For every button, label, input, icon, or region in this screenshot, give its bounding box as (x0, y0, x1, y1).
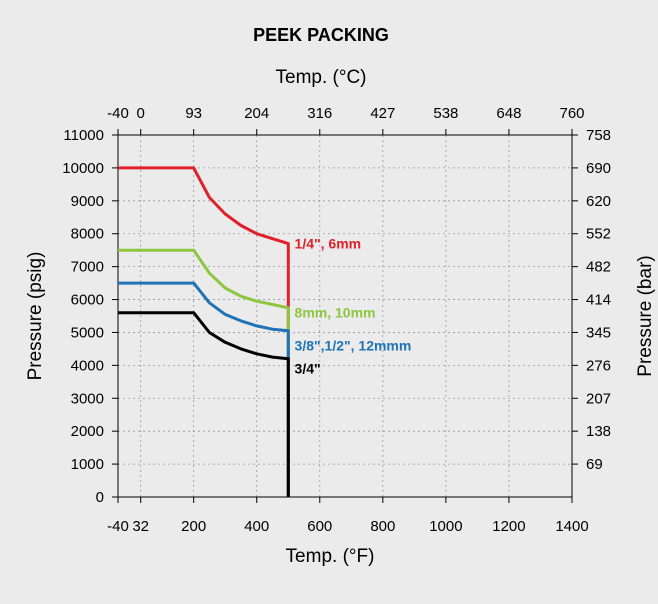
x2-tick-label: 760 (559, 105, 584, 122)
chart-title: PEEK PACKING (253, 25, 389, 45)
x-tick-label: 32 (132, 518, 149, 535)
y-tick-label: 2000 (71, 423, 104, 440)
y-tick-label: 11000 (63, 127, 104, 144)
y-tick-label: 1000 (71, 456, 104, 473)
x-tick-label: -40 (107, 518, 129, 535)
axis-ticks: -40 32 200 400 600 800 1000 1200 1400-40 0 93 204 31… (62, 105, 611, 535)
y2-tick-label: 482 (586, 259, 611, 276)
x-tick-label: 200 (181, 518, 206, 535)
x2-axis-label: Temp. (°C) (276, 67, 367, 88)
x2-tick-label: -40 (107, 105, 129, 122)
x-tick-label: 400 (244, 518, 269, 535)
y-tick-label: 10000 (62, 160, 104, 177)
grid (118, 135, 572, 497)
x2-tick-label: 93 (185, 105, 202, 122)
x2-tick-label: 648 (496, 105, 521, 122)
y2-tick-label: 69 (586, 456, 603, 473)
series-label: 1/4", 6mm (295, 236, 362, 252)
y2-tick-label: 758 (586, 127, 611, 144)
y2-tick-label: 552 (586, 226, 611, 243)
x2-tick-label: 204 (244, 105, 269, 122)
series-label: 3/8",1/2", 12mmm (295, 338, 412, 354)
series-labels: 1/4", 6mm 8mm, 10mm 3/8",1/2", 12mmm 3/4" (295, 236, 412, 377)
x2-tick-label: 427 (370, 105, 395, 122)
y2-tick-label: 690 (586, 160, 611, 177)
series-line (118, 248, 290, 497)
x-tick-label: 800 (370, 518, 395, 535)
y2-tick-label: 276 (586, 357, 611, 374)
series-lines (118, 166, 290, 497)
y-tick-label: 8000 (71, 226, 104, 243)
x2-tick-label: 0 (137, 105, 145, 122)
x-tick-label: 1000 (429, 518, 462, 535)
y-tick-label: 0 (96, 489, 104, 506)
y2-tick-label: 207 (586, 390, 611, 407)
series-line (118, 311, 290, 497)
y-tick-label: 3000 (71, 390, 104, 407)
y2-axis-label: Pressure (bar) (635, 255, 656, 376)
y-axis-label: Pressure (psig) (25, 252, 46, 381)
series-label: 3/4" (295, 361, 321, 377)
y-tick-label: 5000 (71, 324, 104, 341)
y2-tick-label: 345 (586, 324, 611, 341)
y-tick-label: 4000 (71, 357, 104, 374)
x-tick-label: 1200 (492, 518, 525, 535)
x2-tick-label: 316 (307, 105, 332, 122)
x2-tick-label: 538 (433, 105, 458, 122)
y-tick-label: 9000 (71, 193, 104, 210)
series-label: 8mm, 10mm (295, 305, 376, 321)
x-tick-label: 1400 (555, 518, 588, 535)
x-tick-label: 600 (307, 518, 332, 535)
plot-area (117, 134, 573, 498)
series-line (118, 281, 290, 497)
y2-tick-label: 138 (586, 423, 611, 440)
y2-tick-label: 620 (586, 193, 611, 210)
y-tick-label: 6000 (71, 292, 104, 309)
series-line (118, 166, 290, 497)
x-axis-label: Temp. (°F) (286, 546, 375, 567)
y2-tick-label: 414 (586, 292, 611, 309)
y-tick-label: 7000 (71, 259, 104, 276)
